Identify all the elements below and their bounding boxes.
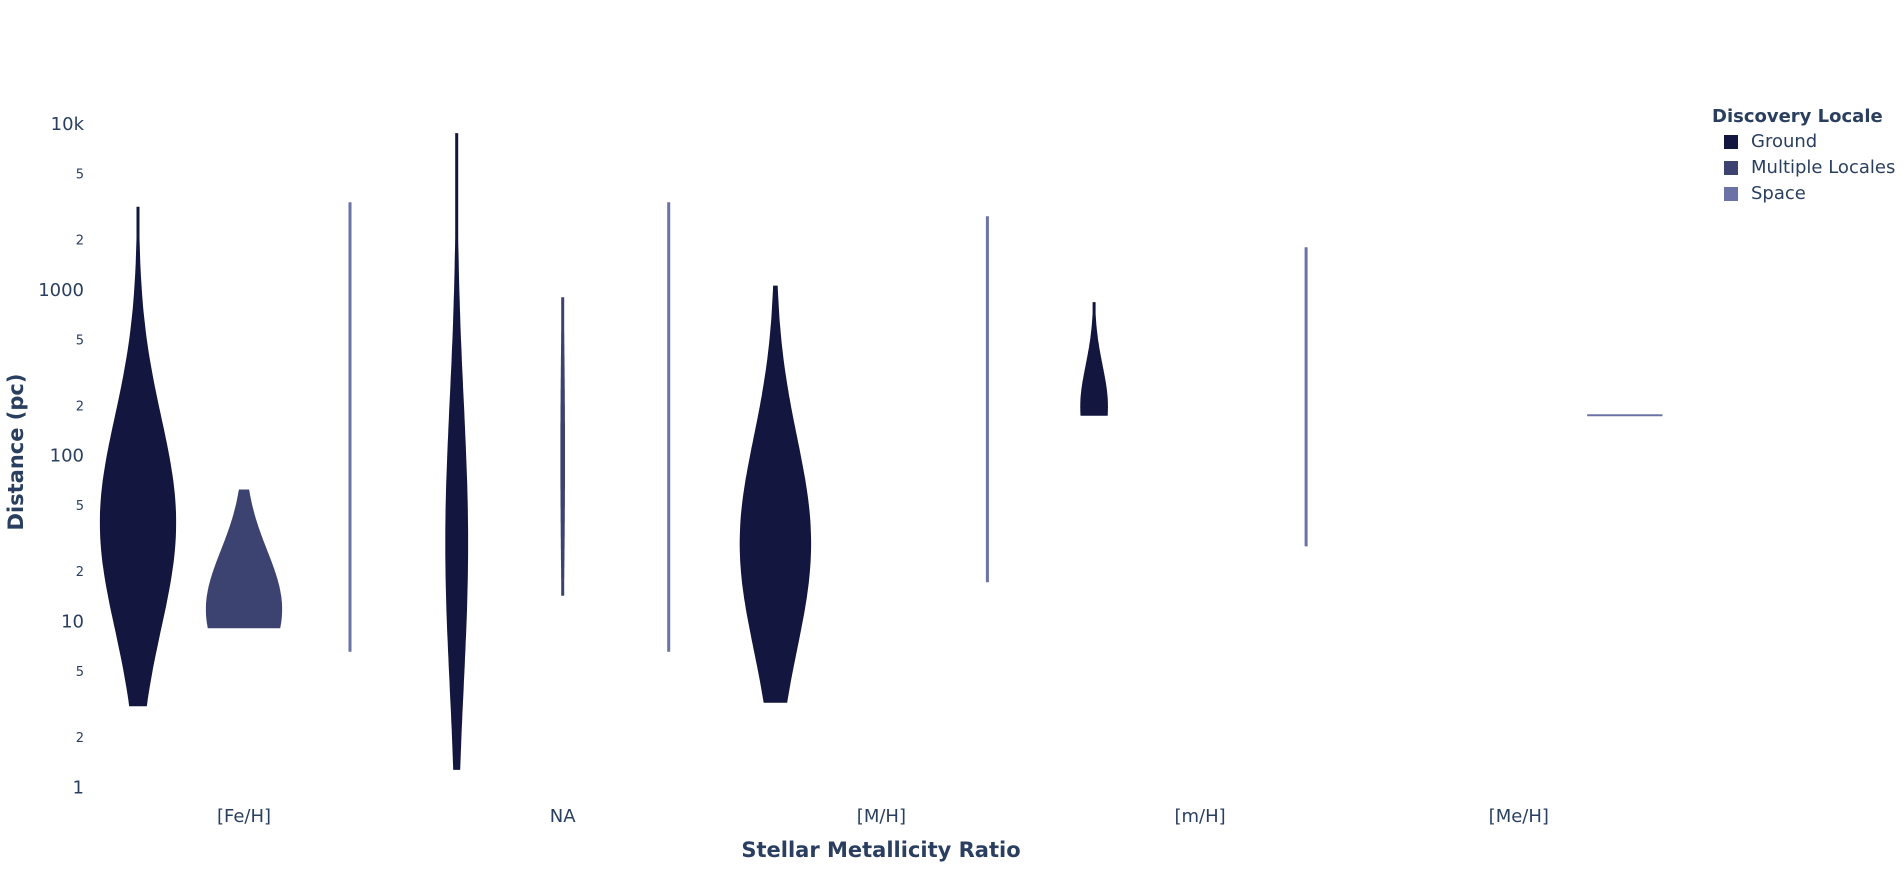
x-tick-label: [Me/H] (1489, 806, 1549, 827)
y-tick-label: 2 (76, 731, 84, 746)
y-tick-label: 5 (76, 665, 84, 680)
violin (560, 297, 565, 596)
y-tick-label: 100 (50, 446, 84, 467)
violin (985, 216, 989, 583)
y-tick-label: 2 (76, 565, 84, 580)
y-tick-label: 5 (76, 333, 84, 348)
legend-label: Ground (1751, 131, 1817, 152)
x-tick-label: [Fe/H] (217, 806, 271, 827)
y-tick-label: 2 (76, 399, 84, 414)
violin (667, 202, 671, 652)
legend-label: Multiple Locales (1751, 157, 1895, 178)
y-tick-label: 1 (73, 777, 84, 798)
x-tick-label: NA (550, 806, 576, 827)
legend-swatch (1724, 135, 1738, 149)
violin (348, 202, 352, 652)
y-tick-label: 5 (76, 499, 84, 514)
legend-title: Discovery Locale (1712, 106, 1883, 127)
y-axis-title: Distance (pc) (4, 374, 28, 531)
violin (1080, 302, 1109, 416)
violin (99, 206, 177, 707)
y-tick-label: 2 (76, 234, 84, 249)
violin (445, 133, 469, 770)
x-axis-title: Stellar Metallicity Ratio (741, 838, 1020, 862)
violin (739, 285, 812, 703)
legend-swatch (1724, 161, 1738, 175)
violin (1304, 247, 1308, 547)
y-tick-label: 10 (61, 612, 84, 633)
y-tick-label: 10k (51, 114, 85, 135)
x-tick-label: [M/H] (857, 806, 906, 827)
legend-label: Space (1751, 183, 1806, 204)
x-tick-label: [m/H] (1175, 806, 1226, 827)
y-tick-label: 1000 (38, 280, 84, 301)
legend-swatch (1724, 187, 1738, 201)
violin (205, 489, 283, 629)
y-tick-label: 5 (76, 168, 84, 183)
